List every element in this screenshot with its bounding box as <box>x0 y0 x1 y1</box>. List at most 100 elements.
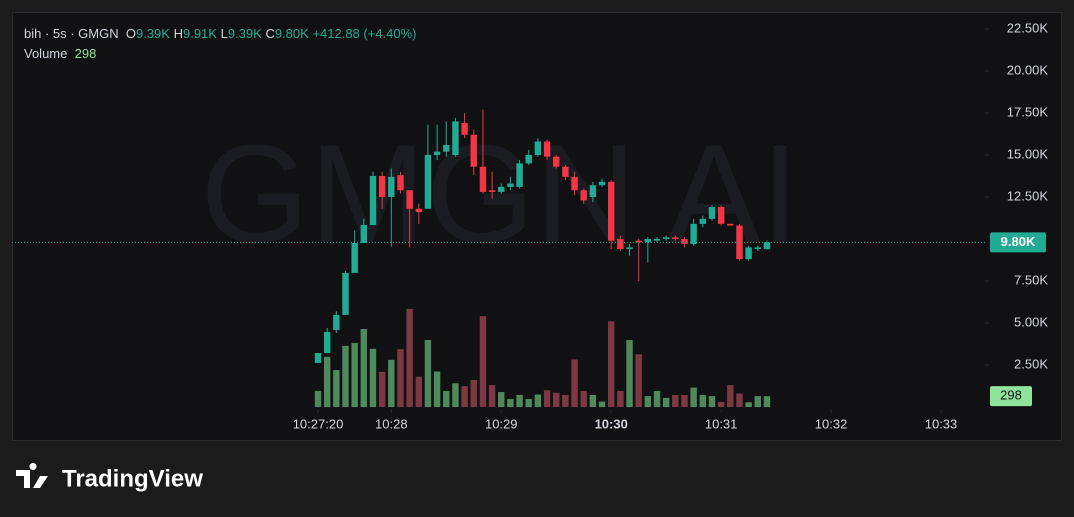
candle-body <box>543 141 551 157</box>
volume-bar <box>461 386 468 408</box>
candle-body <box>516 163 523 187</box>
volume-bar <box>681 394 688 408</box>
candle-body <box>488 190 496 192</box>
volume-bar <box>397 349 404 408</box>
candle-body <box>672 237 679 239</box>
volume-bar <box>369 348 377 408</box>
symbol: bih · 5s · GMGN <box>24 26 119 41</box>
value: 9.39K <box>227 26 262 41</box>
candle-body <box>653 238 661 241</box>
candle-body <box>617 238 624 250</box>
y-tick-label: 5.00K <box>1014 314 1048 329</box>
candle-body <box>525 154 532 164</box>
volume-bar <box>745 402 752 408</box>
watermark: GMGN AI <box>201 115 800 272</box>
volume-bar <box>507 399 514 408</box>
candle-body <box>452 121 459 155</box>
candle-body <box>498 186 505 192</box>
volume-bar <box>635 354 642 408</box>
candle-body <box>598 181 606 186</box>
candle-body <box>534 141 542 155</box>
value: 298 <box>74 46 97 61</box>
y-tick-label: 7.50K <box>1014 272 1048 287</box>
logo-icon <box>16 463 48 488</box>
volume-bar <box>617 390 624 408</box>
candle-body <box>763 242 771 250</box>
volume-bar <box>672 394 679 408</box>
y-tick-label: 17.50K <box>1007 104 1049 119</box>
volume-bar <box>727 385 734 408</box>
x-tick-label: 10:32 <box>815 416 848 431</box>
label: O <box>125 26 136 41</box>
candle-body <box>635 240 642 243</box>
volume-bar <box>525 399 532 408</box>
candle-body <box>378 175 386 197</box>
volume-bar <box>498 392 505 408</box>
candle-body <box>681 238 688 245</box>
volume-bar <box>351 342 358 408</box>
volume-bar <box>699 394 707 408</box>
last-volume-tag <box>990 386 1032 407</box>
label: C <box>265 26 275 41</box>
label: Volume <box>24 46 68 61</box>
candle-body <box>754 247 761 250</box>
volume-bar <box>690 387 697 408</box>
volume-bar <box>516 394 523 408</box>
volume-bar <box>543 390 551 408</box>
volume-bar <box>562 394 569 408</box>
candle-layer <box>314 109 771 363</box>
candle-body <box>562 166 569 177</box>
volume-bar <box>415 376 422 408</box>
y-tick-label: 12.50K <box>1007 188 1049 203</box>
candle-body <box>424 154 432 209</box>
volume-bar <box>644 396 652 408</box>
candle-body <box>397 175 404 191</box>
volume-bar <box>314 390 322 408</box>
candle-body <box>470 134 477 167</box>
legend: bih · 5s · GMGN O9.39K H9.91K L9.39K C9.… <box>24 24 417 64</box>
volume-bar <box>598 401 606 408</box>
candle-body <box>351 243 358 273</box>
volume-row: Volume 298 <box>24 44 417 64</box>
axis-layer: 2.50K 5.00K 7.50K 12.50K 15.00K 17.50K 20.00K 2… <box>12 20 1048 431</box>
volume-bar <box>323 356 331 408</box>
candle-body <box>443 144 450 152</box>
volume-bar <box>388 359 395 408</box>
last-price-tag <box>990 232 1046 253</box>
volume-bar <box>717 401 725 408</box>
volume-bar <box>443 390 450 408</box>
volume-bar <box>479 316 487 408</box>
volume-bar <box>470 379 477 408</box>
ohlc-row: bih · 5s · GMGN O9.39K H9.91K L9.39K C9.… <box>24 24 417 44</box>
candle-body <box>727 223 734 226</box>
y-tick-label: 2.50K <box>1014 356 1048 371</box>
candle-body <box>589 185 597 197</box>
candle-body <box>369 175 377 226</box>
candle-body <box>323 332 331 354</box>
last-volume-label: 298 <box>1000 388 1022 403</box>
tradingview-logo: TradingView <box>16 463 203 492</box>
volume-bar <box>452 383 459 408</box>
candle-body <box>745 247 752 260</box>
x-tick-label: 10:30 <box>595 416 628 431</box>
candle-body <box>415 208 422 213</box>
volume-bar <box>433 371 441 408</box>
y-tick-label: 22.50K <box>1007 20 1049 35</box>
value: 9.80K <box>274 26 309 41</box>
candle-body <box>342 272 349 315</box>
volume-bar <box>580 390 587 408</box>
volume-bar <box>333 370 340 408</box>
candle-body <box>736 225 743 260</box>
label: L <box>220 26 228 41</box>
volume-bar <box>406 308 413 408</box>
candle-body <box>406 190 413 209</box>
candle-body <box>708 207 716 219</box>
volume-bar <box>360 329 368 408</box>
candle-body <box>461 123 468 135</box>
volume-bar <box>342 345 349 408</box>
candle-body <box>571 176 578 191</box>
volume-bar <box>662 397 670 408</box>
logo-text: TradingView <box>62 465 203 492</box>
volume-bar <box>754 396 761 408</box>
x-tick-label: 10:33 <box>925 416 958 431</box>
